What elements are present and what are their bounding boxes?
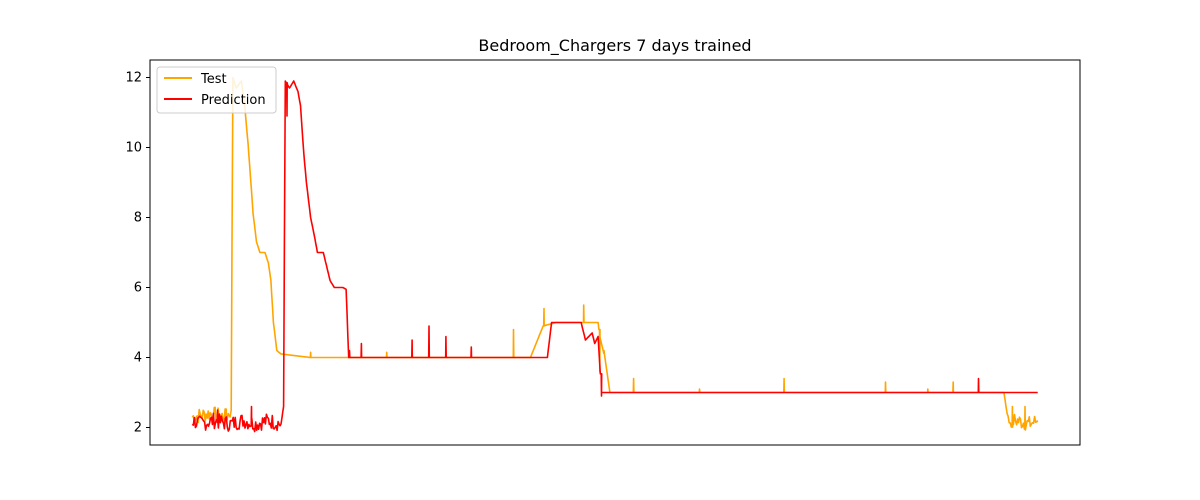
y-tick-label: 8 — [134, 211, 142, 226]
series-line-prediction — [191, 80, 1038, 433]
y-tick-label: 12 — [125, 71, 142, 86]
y-axis: 2 4 6 8 10 12 — [125, 71, 150, 436]
legend: Test Prediction — [156, 66, 277, 114]
y-tick-label: 4 — [134, 351, 142, 366]
plot-frame — [149, 59, 1081, 446]
plot-area — [191, 76, 1039, 433]
y-tick-label: 2 — [134, 421, 142, 436]
chart-title: Bedroom_Chargers 7 days trained — [478, 36, 751, 56]
y-tick-label: 6 — [134, 281, 142, 296]
legend-label-test: Test — [200, 72, 227, 87]
legend-label-prediction: Prediction — [201, 93, 266, 108]
series-line-test — [191, 76, 1039, 431]
y-tick-label: 10 — [125, 141, 142, 156]
